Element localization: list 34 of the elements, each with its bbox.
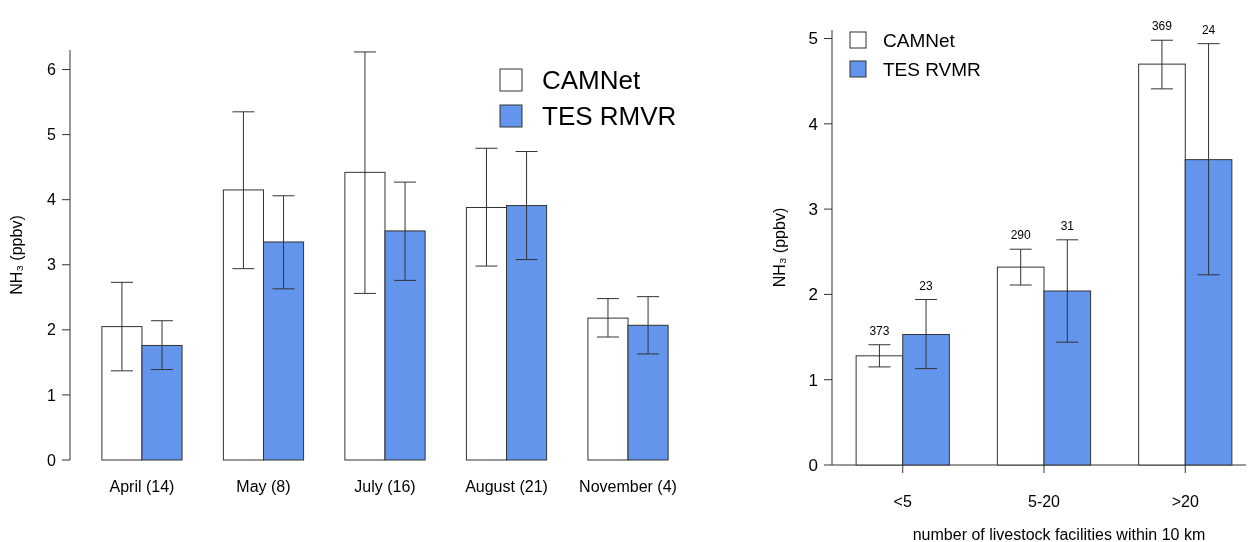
legend-label: CAMNet — [883, 29, 956, 51]
y-axis-title: NH₃ (ppbv) — [8, 215, 25, 295]
annotation: 23 — [919, 278, 934, 293]
y-tick-label: 0 — [47, 451, 57, 469]
annotation: 290 — [1010, 228, 1032, 243]
y-tick-label: 3 — [808, 200, 818, 220]
y-tick-label: 4 — [47, 191, 57, 209]
annotation: 373 — [869, 323, 890, 338]
x-tick-label: November (4) — [579, 478, 677, 495]
annotation: 24 — [1201, 22, 1216, 37]
annotation: 31 — [1060, 218, 1075, 233]
y-tick-label: 3 — [47, 256, 57, 274]
legend-label: TES RMVR — [542, 101, 677, 132]
legend-label: CAMNet — [542, 65, 642, 96]
x-tick-label: April (14) — [109, 478, 175, 495]
y-tick-label: 5 — [47, 126, 57, 144]
y-tick-label: 2 — [808, 285, 818, 305]
y-tick-label: 1 — [808, 370, 818, 390]
x-tick-label: August (21) — [465, 478, 548, 495]
x-tick-label: May (8) — [236, 478, 291, 495]
legend-label: TES RVMR — [883, 58, 981, 80]
y-tick-label: 0 — [808, 455, 818, 475]
x-tick-label: July (16) — [354, 478, 416, 495]
y-tick-label: 4 — [808, 114, 818, 134]
y-tick-label: 6 — [47, 61, 57, 79]
y-axis-title: NH₃ (ppbv) — [771, 207, 788, 288]
y-tick-label: 2 — [47, 321, 57, 339]
x-axis-title: number of livestock facilities within 10 km — [912, 526, 1206, 542]
y-tick-label: 1 — [47, 386, 57, 404]
y-tick-label: 5 — [808, 29, 818, 49]
x-tick-label: >20 — [1171, 493, 1199, 510]
annotation: 369 — [1151, 19, 1173, 34]
x-tick-label: <5 — [893, 493, 912, 510]
x-tick-label: 5-20 — [1027, 493, 1061, 510]
